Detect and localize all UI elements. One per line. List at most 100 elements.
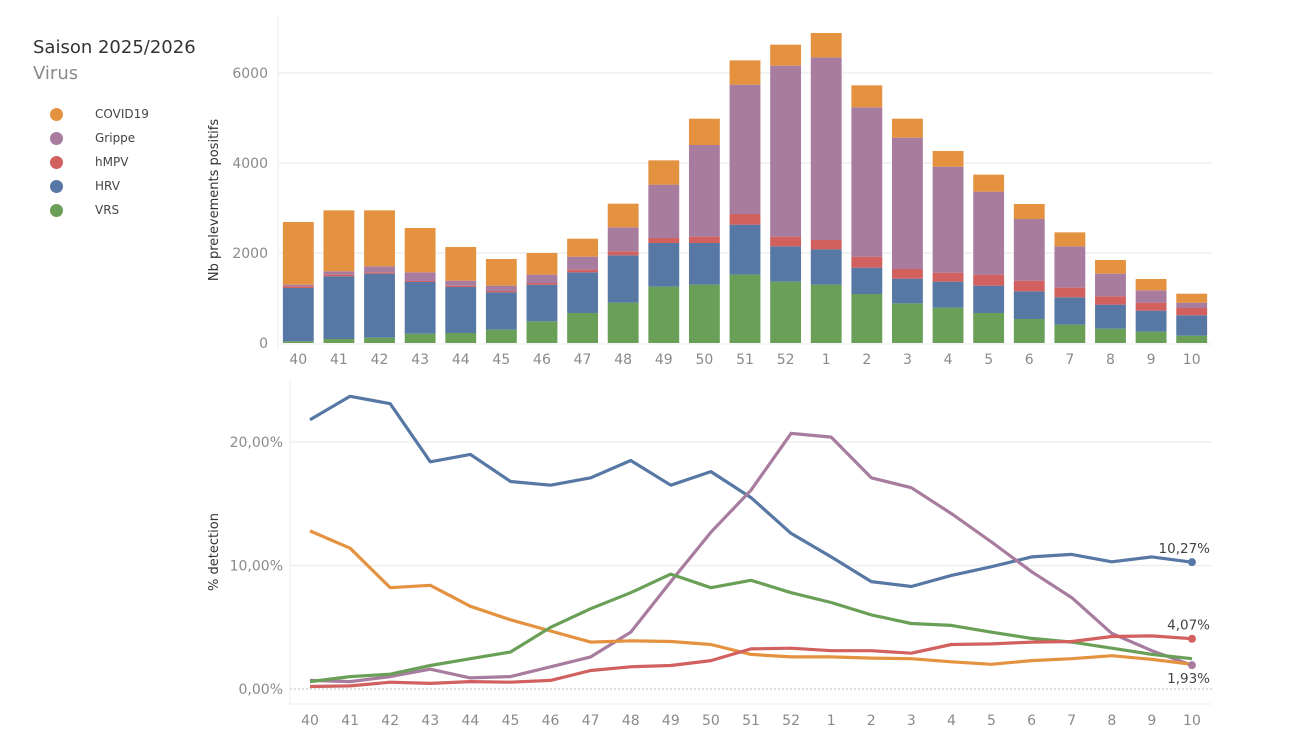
line-x-tick-label: 43 (421, 713, 439, 729)
legend-dot-icon (50, 203, 63, 217)
bar-segment-hmpv (607, 251, 639, 256)
legend-label: COVID19 (95, 107, 149, 121)
line-x-tick-label: 10 (1183, 713, 1201, 729)
bar-y-tick-label: 2000 (232, 246, 268, 262)
bar-segment-hmpv (1013, 280, 1045, 292)
bar-segment-grippe (1013, 218, 1045, 281)
bar-chart: Nb prelevements positifs 0 2000 4000 6000 40… (207, 15, 1212, 368)
bar-segment-grippe (567, 256, 598, 270)
bar-segment-vrs (892, 303, 923, 343)
line-x-tick-label: 7 (1067, 713, 1076, 729)
line-series-vrs (309, 572, 1193, 684)
bar-segment-covid19 (688, 118, 720, 145)
end-point-marker (1187, 661, 1196, 670)
legend-item-grippe[interactable]: Grippe (33, 126, 196, 150)
bar-segment-covid19 (932, 150, 964, 167)
line-x-tick-label: 51 (742, 713, 760, 729)
bar-segment-vrs (688, 284, 720, 343)
bar-segment-hmpv (323, 274, 355, 277)
line-x-tick-label: 6 (1027, 713, 1036, 729)
bar-segment-covid19 (1095, 260, 1126, 274)
bar-segment-covid19 (607, 203, 639, 228)
legend-dot-icon (50, 155, 63, 169)
line-series-covid19 (309, 529, 1193, 666)
bar-segment-hmpv (485, 290, 517, 293)
line-x-tick-label: 1 (827, 713, 836, 729)
bar-segment-hmpv (1135, 302, 1167, 311)
bar-segment-hmpv (1095, 296, 1126, 305)
bar-segment-covid19 (1135, 279, 1167, 291)
bar-x-tick-label: 5 (984, 352, 993, 368)
line-x-tick-label: 48 (622, 713, 640, 729)
bar-segment-grippe (892, 137, 923, 270)
bar-segment-vrs (282, 341, 314, 343)
bar-segment-hrv (1095, 304, 1126, 329)
bar-segment-hmpv (526, 283, 558, 285)
bar-segment-hmpv (404, 280, 436, 282)
bar-segment-vrs (1176, 335, 1208, 343)
bar-x-tick-label: 41 (330, 352, 348, 368)
bar-segment-grippe (526, 274, 558, 284)
bar-segment-vrs (648, 286, 680, 343)
bar-x-tick-label: 4 (944, 352, 953, 368)
bar-segment-hrv (892, 278, 923, 304)
bar-segment-hmpv (932, 272, 964, 282)
line-x-tick-label: 2 (867, 713, 876, 729)
bar-segment-hmpv (1054, 287, 1086, 298)
end-value-label: 10,27% (1159, 541, 1211, 557)
bar-x-tick-label: 52 (777, 352, 795, 368)
line-x-tick-label: 47 (582, 713, 600, 729)
legend-item-covid19[interactable]: COVID19 (33, 102, 196, 126)
legend-dot-icon (50, 107, 63, 121)
legend-dot-icon (50, 131, 63, 145)
bar-segment-grippe (1054, 246, 1086, 288)
bar-segment-grippe (729, 84, 761, 214)
bar-x-tick-label: 2 (862, 352, 871, 368)
line-x-tick-label: 3 (907, 713, 916, 729)
legend: Saison 2025/2026 Virus COVID19 Grippe hM… (33, 36, 196, 222)
bar-segment-hrv (282, 288, 314, 342)
bar-segment-covid19 (729, 60, 761, 85)
bar-segment-grippe (770, 65, 802, 237)
bar-segment-covid19 (404, 227, 436, 273)
bar-segment-covid19 (973, 174, 1005, 192)
bar-segment-vrs (404, 333, 436, 343)
bar-segment-hrv (932, 281, 964, 308)
bar-x-tick-label: 3 (903, 352, 912, 368)
bar-segment-hrv (404, 281, 436, 334)
bar-segment-hrv (485, 292, 517, 330)
legend-label: VRS (95, 203, 120, 217)
bar-segment-vrs (567, 312, 598, 343)
bar-segment-hmpv (648, 238, 680, 244)
legend-item-hmpv[interactable]: hMPV (33, 150, 196, 174)
line-series-hrv (309, 394, 1193, 589)
bar-segment-hmpv (282, 286, 314, 289)
bar-segment-hmpv (445, 285, 477, 288)
bar-x-tick-label: 1 (822, 352, 831, 368)
bar-segment-grippe (1135, 290, 1167, 303)
line-y-tick-label: 10,00% (230, 559, 283, 575)
bar-segment-covid19 (892, 118, 923, 138)
line-x-tick-label: 8 (1107, 713, 1116, 729)
bar-segment-hrv (323, 276, 355, 339)
bar-segment-grippe (688, 145, 720, 237)
bar-segment-hrv (526, 284, 558, 322)
bar-x-tick-label: 40 (289, 352, 307, 368)
bar-segment-grippe (607, 227, 639, 252)
bar-segment-covid19 (445, 247, 477, 281)
bar-segment-covid19 (770, 44, 802, 66)
bar-segment-vrs (1013, 319, 1045, 343)
line-x-tick-label: 49 (662, 713, 680, 729)
legend-title: Saison 2025/2026 (33, 37, 196, 58)
bar-segment-hmpv (567, 269, 598, 273)
legend-item-hrv[interactable]: HRV (33, 174, 196, 198)
bar-segment-hmpv (973, 274, 1005, 286)
bar-segment-covid19 (648, 160, 680, 185)
bar-segment-hrv (729, 224, 761, 275)
line-x-tick-label: 46 (542, 713, 560, 729)
bar-segment-grippe (1176, 302, 1208, 308)
bar-segment-vrs (729, 274, 761, 343)
bar-segment-hrv (1135, 310, 1167, 332)
legend-item-vrs[interactable]: VRS (33, 198, 196, 222)
